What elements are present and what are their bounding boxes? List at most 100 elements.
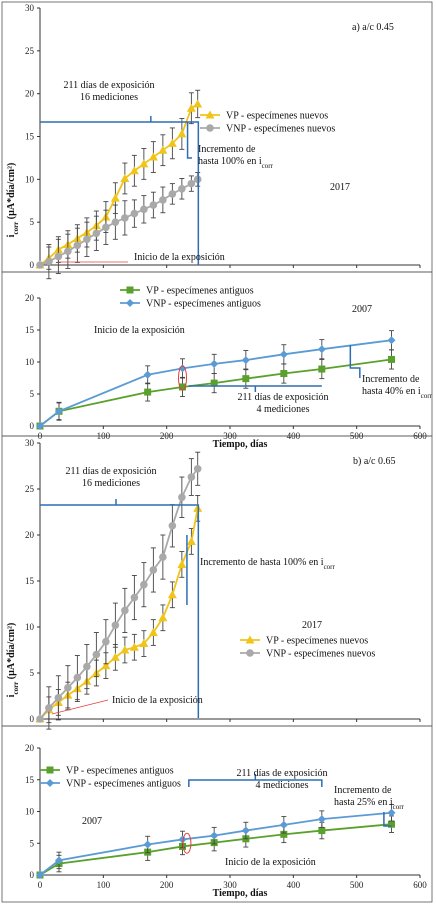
increment-label: Incremento de hasta 25% en icorr: [334, 785, 405, 811]
data-point: [143, 370, 152, 379]
y-tick-label: 10: [25, 807, 35, 817]
series-line: [39, 508, 199, 720]
data-point: [143, 840, 152, 849]
legend-label: VP - especímenes antiguos: [146, 286, 254, 297]
data-point: [55, 407, 63, 416]
y-tick-label: 5: [30, 217, 35, 227]
y-tick-label: 20: [25, 293, 35, 303]
data-point: [36, 422, 44, 430]
data-point: [186, 536, 196, 545]
data-point: [144, 388, 152, 396]
legend-marker: [206, 124, 214, 132]
data-point: [388, 355, 395, 363]
panel-frame: [1, 1, 433, 273]
data-point: [148, 628, 158, 637]
y-tick-label: 5: [30, 838, 35, 848]
increment-bracket: [383, 812, 392, 827]
data-point: [388, 820, 395, 828]
data-point: [102, 223, 110, 232]
legend-label: VNP - especímenes nuevos: [266, 649, 375, 660]
series-1: [36, 451, 202, 730]
bracket-label: 211 días de exposición 16 mediciones: [63, 80, 154, 103]
data-point: [64, 247, 72, 256]
data-point: [242, 375, 250, 383]
data-point: [36, 715, 44, 723]
legend-marker: [245, 635, 255, 644]
data-point: [130, 593, 139, 602]
x-tick-label: 100: [97, 880, 111, 890]
data-point: [241, 826, 250, 835]
x-tick-label: 0: [38, 880, 43, 890]
data-point: [193, 464, 202, 473]
data-point: [129, 166, 139, 175]
increment-label: Incremento de hasta 100% en icorr: [200, 557, 336, 571]
x-tick-label: 400: [287, 880, 301, 890]
data-point: [317, 345, 326, 354]
data-point: [186, 103, 196, 112]
chart-panel-2: 0 5 10 15 20 25 30 icorr (µA*día/cm²) b) a/c 0.6…: [1, 435, 433, 730]
panel-title: b) a/c 0.65: [353, 456, 396, 467]
bracket-label: 211 días de exposición 4 mediciones: [237, 392, 328, 415]
data-point: [45, 704, 53, 712]
legend-label: VNP - especímenes antiguos: [66, 779, 181, 790]
y-tick-label: 15: [25, 132, 35, 142]
start-label: Inicio de la exposición: [112, 695, 203, 706]
y-tick-label: 15: [25, 576, 35, 586]
data-point: [149, 566, 158, 574]
series-1: [36, 330, 396, 430]
data-point: [102, 637, 110, 646]
data-point: [120, 173, 130, 182]
data-point: [168, 522, 177, 530]
data-point: [210, 831, 219, 840]
data-point: [45, 257, 53, 266]
data-point: [36, 261, 44, 269]
legend-label: VNP - especímenes antiguos: [146, 299, 261, 310]
data-point: [178, 493, 186, 502]
data-point: [177, 129, 187, 138]
bracket-label: 211 días de exposición 4 mediciones: [236, 768, 327, 791]
data-point: [167, 138, 177, 147]
data-point: [36, 871, 44, 879]
data-point: [148, 152, 158, 161]
bracket-label: 211 días de exposición 16 mediciones: [65, 466, 156, 489]
data-point: [121, 214, 129, 222]
data-point: [168, 190, 177, 198]
data-point: [83, 235, 91, 244]
y-axis-label: icorr (µA*día/cm²): [6, 623, 20, 698]
data-point: [139, 639, 149, 648]
series-line: [39, 823, 392, 876]
x-axis-label: Tiempo, días: [213, 439, 268, 450]
data-point: [158, 613, 168, 622]
legend-marker: [46, 766, 54, 774]
y-tick-label: 15: [25, 775, 35, 785]
legend-marker: [126, 299, 134, 307]
y-tick-label: 0: [30, 421, 35, 431]
y-tick-label: 0: [30, 714, 35, 724]
series-0: [35, 89, 203, 270]
y-tick-label: 30: [25, 3, 35, 13]
data-point: [167, 590, 177, 599]
data-point: [193, 99, 203, 108]
data-point: [187, 179, 196, 188]
y-tick-label: 20: [25, 743, 35, 753]
data-point: [129, 642, 139, 651]
data-point: [111, 218, 120, 226]
series-0: [36, 349, 395, 430]
y-tick-label: 5: [30, 668, 35, 678]
legend-marker: [46, 779, 54, 787]
data-point: [387, 808, 396, 817]
data-point: [92, 229, 101, 238]
y-tick-label: 25: [25, 46, 35, 56]
data-point: [73, 673, 82, 682]
data-point: [92, 650, 101, 659]
panel-frame: [1, 725, 433, 903]
data-point: [55, 856, 63, 865]
legend-label: VP - especímenes nuevos: [226, 111, 328, 122]
bracket-line: [40, 504, 200, 718]
start-ellipse: [178, 365, 187, 391]
data-point: [54, 694, 63, 702]
y-tick-label: 15: [25, 325, 35, 335]
chart-panel-0: 0 5 10 15 20 25 30 icorr (µA*día/cm²) a) a/c 0.4…: [1, 1, 433, 280]
data-point: [140, 205, 148, 214]
